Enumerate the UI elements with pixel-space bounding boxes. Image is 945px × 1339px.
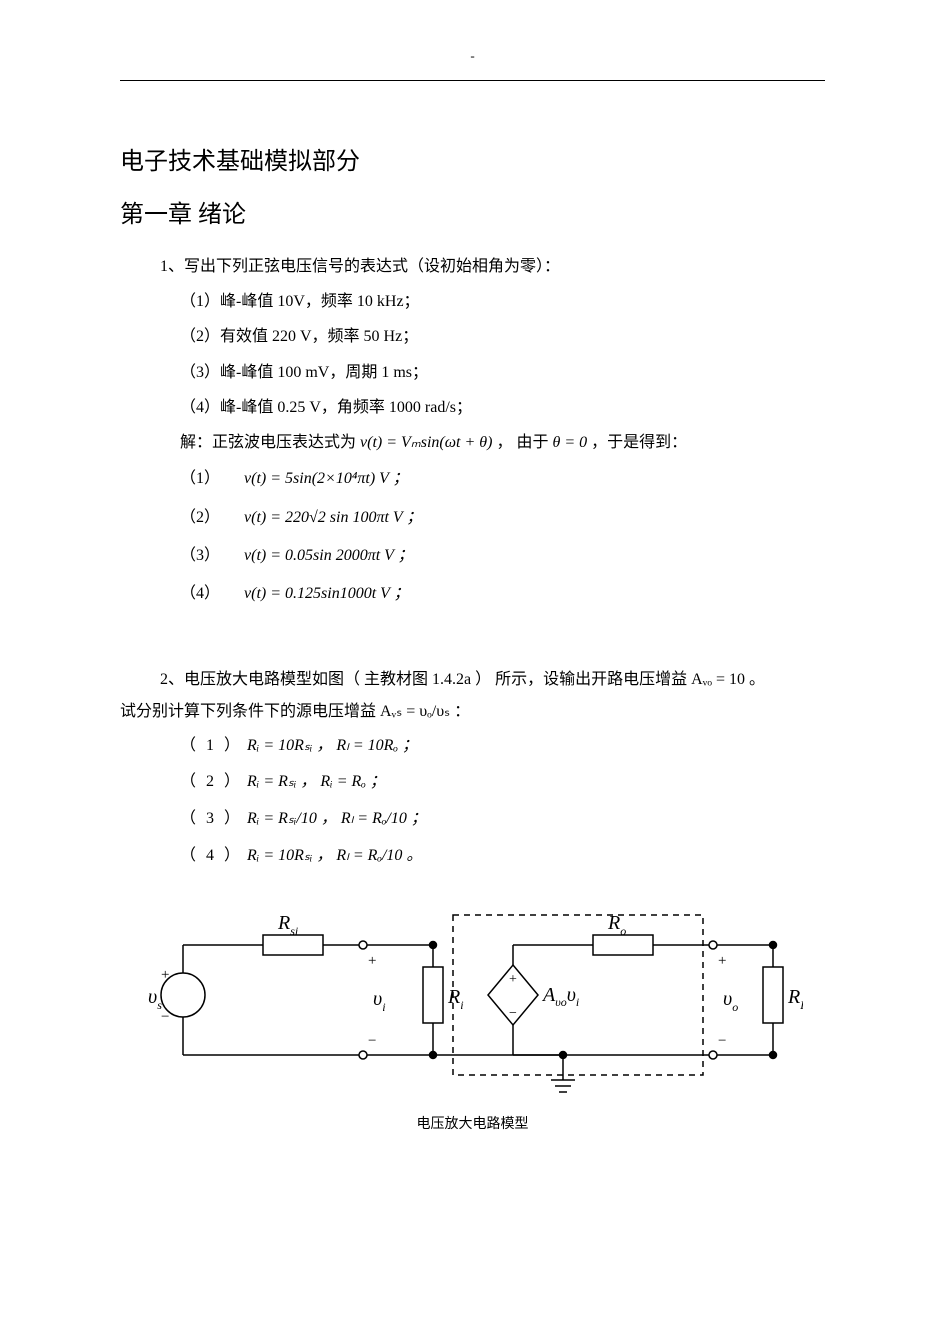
avo-label: A — [541, 984, 556, 1006]
svg-text:υs: υs — [148, 986, 162, 1012]
svg-text:Ri: Ri — [447, 986, 464, 1012]
rl-label: R — [787, 986, 800, 1008]
q1-answer-4: （4） v(t) = 0.125sin1000t V ； — [180, 575, 825, 613]
vi-plus: + — [368, 953, 376, 969]
doc-title: 电子技术基础模拟部分 — [120, 141, 825, 176]
vs-sub: s — [157, 998, 162, 1012]
q2-c2-label: （ 2 ） — [180, 773, 243, 790]
svg-text:υo: υo — [723, 988, 738, 1014]
ans-3-label: （3） — [180, 547, 220, 564]
q2-c1-label: （ 1 ） — [180, 737, 243, 754]
q1-prompt: 1、写出下列正弦电压信号的表达式（设初始相角为零）： — [160, 249, 825, 284]
vs-minus: − — [161, 1009, 169, 1025]
vo-plus: + — [718, 953, 726, 969]
ri-label: R — [447, 986, 460, 1008]
spacer — [120, 614, 825, 664]
svg-text:Ro: Ro — [607, 912, 626, 938]
vi-label: υ — [373, 988, 382, 1010]
q2-c2-text: Rᵢ = Rₛᵢ ， Rᵢ = Rₒ ； — [247, 773, 386, 790]
q1-cond-1: （1）峰-峰值 10V，频率 10 kHz； — [180, 284, 825, 319]
q1-cond-2: （2）有效值 220 V，频率 50 Hz； — [180, 319, 825, 354]
svg-text:RL: RL — [787, 986, 803, 1012]
q2-cond-3: （ 3 ） Rᵢ = Rₛᵢ/10 ， Rₗ = Rₒ/10 ； — [180, 801, 825, 838]
q2-c4-text: Rᵢ = 10Rₛᵢ ， Rₗ = Rₒ/10 。 — [247, 847, 422, 864]
ro-sub: o — [620, 924, 626, 938]
top-rule — [120, 80, 825, 81]
avo-tail-sub: i — [575, 995, 578, 1009]
circuit-diagram: + − υs Rsi + − υi Ri + − Aυoυi Ro — [143, 905, 803, 1105]
solution-formula: v(t) = Vₘsin(ωt + θ) — [360, 434, 492, 451]
rsi-label: R — [277, 912, 290, 934]
q1-answer-1: （1） v(t) = 5sin(2×10⁴πt) V ； — [180, 460, 825, 498]
avo-minus: − — [509, 1006, 517, 1021]
q2-cond-2: （ 2 ） Rᵢ = Rₛᵢ ， Rᵢ = Rₒ ； — [180, 764, 825, 801]
ans-4-label: （4） — [180, 585, 220, 602]
solution-theta: θ = 0 — [553, 434, 588, 451]
ans-1-label: （1） — [180, 470, 220, 487]
solution-suffix: ，于是得到： — [591, 434, 687, 451]
svg-text:υi: υi — [373, 988, 386, 1014]
avo-plus: + — [509, 972, 517, 987]
ans-2-label: （2） — [180, 509, 220, 526]
q2-c4-label: （ 4 ） — [180, 847, 243, 864]
ans-2-formula: v(t) = 220√2 sin 100πt V ； — [244, 509, 422, 526]
vi-minus: − — [368, 1033, 376, 1049]
ans-4-formula: v(t) = 0.125sin1000t V ； — [244, 585, 410, 602]
q2-c3-text: Rᵢ = Rₛᵢ/10 ， Rₗ = Rₒ/10 ； — [247, 810, 427, 827]
vs-plus: + — [161, 967, 169, 983]
rsi-sub: si — [290, 924, 298, 938]
circuit-caption: 电压放大电路模型 — [417, 1113, 529, 1133]
q1-solution-line: 解：正弦波电压表达式为 v(t) = Vₘsin(ωt + θ) ， 由于 θ … — [180, 425, 825, 460]
avo-sub: υo — [555, 995, 567, 1009]
q1-answer-3: （3） v(t) = 0.05sin 2000πt V ； — [180, 537, 825, 575]
page-marker: - — [470, 48, 474, 64]
q1-answer-2: （2） v(t) = 220√2 sin 100πt V ； — [180, 499, 825, 537]
q1-cond-3: （3）峰-峰值 100 mV，周期 1 ms； — [180, 355, 825, 390]
svg-text:Aυoυi: Aυoυi — [541, 984, 579, 1009]
solution-mid: ， 由于 — [496, 434, 552, 451]
rl-sub: L — [799, 998, 803, 1012]
q2-line-2: 试分别计算下列条件下的源电压增益 Aᵥₛ = υₒ/υₛ ： — [120, 696, 825, 728]
q2-c3-label: （ 3 ） — [180, 810, 243, 827]
avo-tail: υ — [566, 984, 575, 1006]
vs-label: υ — [148, 986, 157, 1008]
vo-sub: o — [732, 1000, 738, 1014]
q2-cond-1: （ 1 ） Rᵢ = 10Rₛᵢ ， Rₗ = 10Rₒ ； — [180, 728, 825, 765]
solution-prefix: 解：正弦波电压表达式为 — [180, 434, 356, 451]
circuit-figure: + − υs Rsi + − υi Ri + − Aυoυi Ro — [120, 905, 825, 1133]
vo-minus: − — [718, 1033, 726, 1049]
vi-sub: i — [382, 1000, 385, 1014]
vo-label: υ — [723, 988, 732, 1010]
svg-text:Rsi: Rsi — [277, 912, 298, 938]
chapter-heading: 第一章 绪论 — [120, 194, 825, 229]
ro-label: R — [607, 912, 620, 934]
ri-sub: i — [460, 998, 463, 1012]
q2-c1-text: Rᵢ = 10Rₛᵢ ， Rₗ = 10Rₒ ； — [247, 737, 418, 754]
q2-line-1: 2、电压放大电路模型如图（ 主教材图 1.4.2a ） 所示，设输出开路电压增益… — [160, 664, 825, 696]
q2-cond-4: （ 4 ） Rᵢ = 10Rₛᵢ ， Rₗ = Rₒ/10 。 — [180, 838, 825, 875]
page-content: 电子技术基础模拟部分 第一章 绪论 1、写出下列正弦电压信号的表达式（设初始相角… — [0, 0, 945, 1173]
ans-3-formula: v(t) = 0.05sin 2000πt V ； — [244, 547, 414, 564]
ans-1-formula: v(t) = 5sin(2×10⁴πt) V ； — [244, 470, 409, 487]
q1-cond-4: （4）峰-峰值 0.25 V，角频率 1000 rad/s； — [180, 390, 825, 425]
